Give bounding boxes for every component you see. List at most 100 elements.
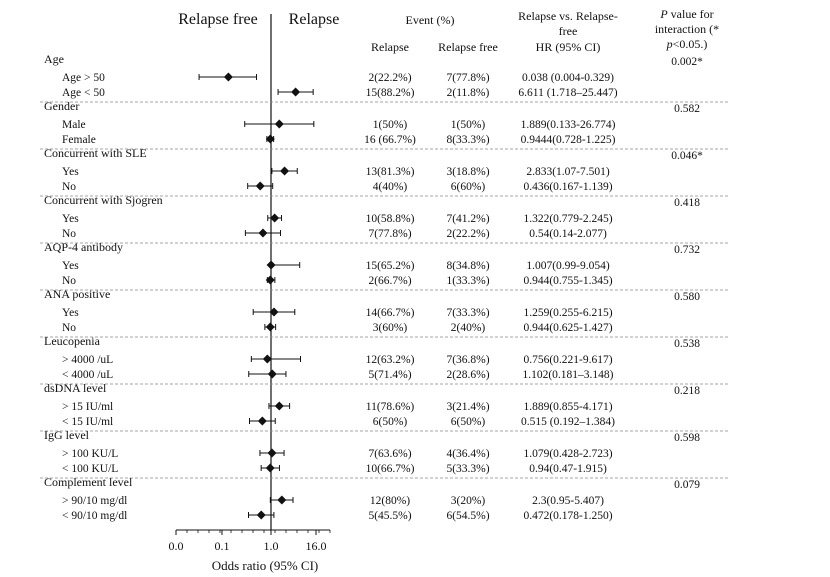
hr-ci-value: 0.9444(0.728-1.225) — [521, 134, 616, 146]
header-col-relapse: Relapse — [371, 40, 409, 54]
group-label: Concurrent with SLE — [44, 146, 147, 160]
hr-ci-value: 0.94(0.47-1.915) — [529, 463, 607, 475]
p-interaction: 0.046* — [671, 150, 703, 162]
hr-point — [262, 354, 272, 364]
hr-point — [269, 307, 279, 317]
subgroup-label: Yes — [62, 166, 79, 178]
header-p-line3: p<0.05.) — [666, 37, 708, 51]
relapse-count: 5(71.4%) — [368, 369, 411, 381]
group-label: ANA positive — [44, 287, 110, 301]
hr-point — [291, 87, 301, 97]
relapse-free-count: 2(28.6%) — [446, 369, 489, 381]
header-p-line1: P value for — [659, 7, 713, 21]
subgroup-label: Yes — [62, 307, 79, 319]
relapse-count: 10(58.8%) — [366, 213, 415, 225]
hr-point — [280, 166, 290, 176]
subgroup-label: No — [62, 181, 76, 193]
subgroup-label: < 4000 /uL — [62, 369, 113, 381]
hr-point — [270, 213, 280, 223]
relapse-free-count: 2(11.8%) — [447, 87, 490, 99]
forest-rows: Age 0.002* Age > 50 2(22.2%) 7(77.8%) 0.038 (… — [40, 52, 730, 522]
hr-ci-value: 6.611 (1.718–25.447) — [518, 87, 617, 99]
hr-point — [258, 228, 268, 238]
hr-ci-value: 2.3(0.95-5.407) — [532, 495, 604, 507]
hr-point — [265, 275, 275, 285]
relapse-free-count: 8(33.3%) — [446, 134, 489, 146]
x-axis-label: Odds ratio (95% CI) — [212, 558, 319, 573]
p-interaction: 0.079 — [674, 479, 700, 491]
subgroup-label: > 15 IU/ml — [62, 401, 113, 413]
x-tick-label: 0.0 — [169, 539, 184, 553]
p-interaction: 0.418 — [674, 197, 700, 209]
relapse-count: 5(45.5%) — [368, 510, 411, 522]
subgroup-label: < 90/10 mg/dl — [62, 510, 127, 522]
header-relapse: Relapse — [289, 11, 340, 28]
p-interaction: 0.218 — [674, 385, 700, 397]
x-tick-label: 16.0 — [306, 539, 327, 553]
header-hr-sub: HR (95% CI) — [536, 40, 601, 54]
header-hr-line1: Relapse vs. Relapse- — [518, 9, 618, 23]
relapse-count: 7(63.6%) — [368, 448, 411, 460]
relapse-count: 11(78.6%) — [366, 401, 415, 413]
relapse-free-count: 1(33.3%) — [446, 275, 489, 287]
x-axis: 0.0 0.1 1.0 16.0 — [169, 529, 331, 553]
subgroup-label: No — [62, 275, 76, 287]
relapse-free-count: 2(40%) — [451, 322, 486, 334]
relapse-count: 12(63.2%) — [366, 354, 415, 366]
x-tick-label: 0.1 — [215, 539, 230, 553]
hr-ci-value: 1.102(0.181–3.148) — [522, 369, 613, 381]
x-tick-label: 1.0 — [264, 539, 279, 553]
relapse-free-count: 7(77.8%) — [446, 72, 489, 84]
relapse-free-count: 4(36.4%) — [446, 448, 489, 460]
hr-ci-value: 0.54(0.14-2.077) — [529, 228, 607, 240]
group-label: Age — [44, 52, 64, 66]
relapse-count: 16 (66.7%) — [364, 134, 416, 146]
relapse-count: 6(50%) — [373, 416, 408, 428]
relapse-free-count: 6(60%) — [451, 181, 486, 193]
hr-ci-value: 1.889(0.855-4.171) — [523, 401, 612, 413]
hr-ci-value: 1.079(0.428-2.723) — [523, 448, 612, 460]
group-label: dsDNA level — [44, 381, 107, 395]
hr-ci-value: 1.322(0.779-2.245) — [523, 213, 612, 225]
hr-point — [274, 401, 284, 411]
hr-ci-value: 0.515 (0.192–1.384) — [521, 416, 615, 428]
group-label: Gender — [44, 99, 79, 113]
header-p-rest: value for — [668, 7, 714, 21]
header-p3-italic: p — [666, 37, 673, 51]
relapse-free-count: 5(33.3%) — [446, 463, 489, 475]
relapse-count: 2(22.2%) — [368, 72, 411, 84]
p-interaction: 0.582 — [674, 103, 700, 115]
header-p3-rest: <0.05.) — [673, 37, 708, 51]
hr-ci-value: 0.436(0.167-1.139) — [523, 181, 612, 193]
subgroup-label: > 90/10 mg/dl — [62, 495, 127, 507]
hr-point — [274, 119, 284, 129]
hr-ci-value: 0.944(0.625-1.427) — [523, 322, 612, 334]
subgroup-label: < 15 IU/ml — [62, 416, 113, 428]
hr-ci-value: 0.038 (0.004-0.329) — [522, 72, 614, 84]
hr-point — [265, 463, 275, 473]
hr-point — [223, 72, 233, 82]
header-p-italic: P — [659, 7, 668, 21]
header-col-relapse-free: Relapse free — [438, 40, 498, 54]
relapse-count: 15(88.2%) — [366, 87, 415, 99]
relapse-free-count: 2(22.2%) — [446, 228, 489, 240]
header-event: Event (%) — [406, 13, 455, 27]
relapse-free-count: 6(54.5%) — [446, 510, 489, 522]
hr-point — [265, 134, 275, 144]
relapse-count: 3(60%) — [373, 322, 408, 334]
subgroup-label: No — [62, 228, 76, 240]
group-label: Concurrent with Sjogren — [44, 193, 163, 207]
relapse-count: 1(50%) — [373, 119, 408, 131]
subgroup-label: < 100 KU/L — [62, 463, 118, 475]
hr-point — [277, 495, 287, 505]
subgroup-label: No — [62, 322, 76, 334]
group-label: Complement level — [44, 475, 133, 489]
relapse-free-count: 7(36.8%) — [446, 354, 489, 366]
hr-ci-value: 0.756(0.221-9.617) — [523, 354, 612, 366]
subgroup-label: Age < 50 — [62, 87, 105, 99]
header-relapse-free: Relapse free — [178, 11, 258, 28]
hr-ci-value: 1.259(0.255-6.215) — [523, 307, 612, 319]
relapse-free-count: 3(18.8%) — [446, 166, 489, 178]
subgroup-label: Yes — [62, 213, 79, 225]
relapse-count: 12(80%) — [370, 495, 410, 507]
